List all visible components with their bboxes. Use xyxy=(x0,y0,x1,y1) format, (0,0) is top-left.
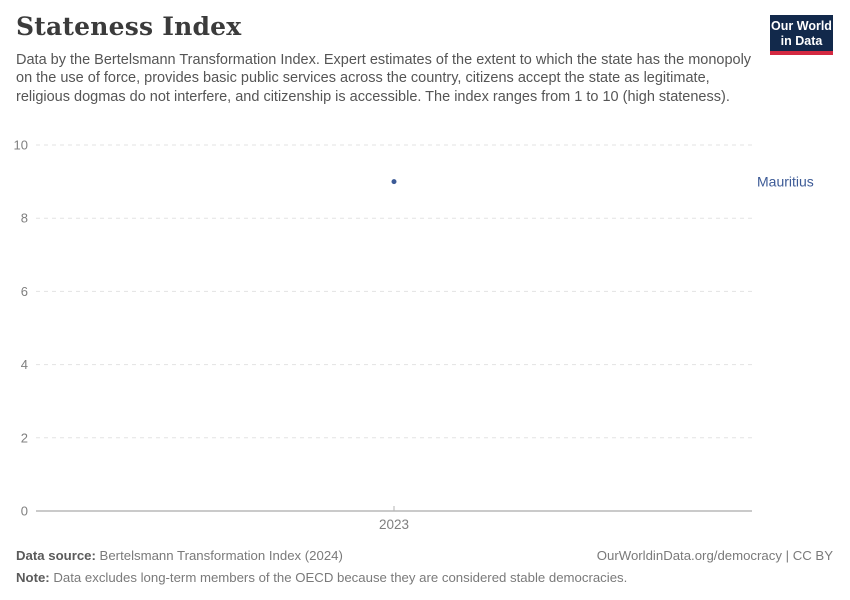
y-tick-label-2: 2 xyxy=(21,430,28,445)
data-source: Data source: Bertelsmann Transformation … xyxy=(16,548,343,563)
note-label: Note: xyxy=(16,570,50,585)
chart-footer: Data source: Bertelsmann Transformation … xyxy=(16,548,833,585)
note-text: Data excludes long-term members of the O… xyxy=(49,570,628,585)
attribution-link[interactable]: OurWorldinData.org/democracy | CC BY xyxy=(596,548,833,563)
entity-label-mauritius[interactable]: Mauritius xyxy=(757,174,814,190)
y-tick-label-0: 0 xyxy=(21,504,28,519)
chart-title: Stateness Index xyxy=(16,12,242,41)
y-tick-label-4: 4 xyxy=(21,357,28,372)
y-tick-label-10: 10 xyxy=(14,138,28,153)
chart-subtitle: Data by the Bertelsmann Transformation I… xyxy=(16,52,752,105)
note: Note: Data excludes long-term members of… xyxy=(16,570,833,585)
owid-logo[interactable]: Our World in Data xyxy=(770,15,833,55)
data-source-label: Data source: xyxy=(16,548,96,563)
chart-plot-area: 0 2 4 6 8 10 2023 Mauritius xyxy=(14,138,814,533)
y-tick-label-6: 6 xyxy=(21,284,28,299)
owid-logo-line2: in Data xyxy=(780,33,823,48)
data-point-mauritius[interactable] xyxy=(391,179,397,185)
data-source-text: Bertelsmann Transformation Index (2024) xyxy=(95,548,343,563)
x-tick-label: 2023 xyxy=(379,517,409,532)
owid-logo-line1: Our World xyxy=(771,19,832,33)
y-tick-label-8: 8 xyxy=(21,211,28,226)
